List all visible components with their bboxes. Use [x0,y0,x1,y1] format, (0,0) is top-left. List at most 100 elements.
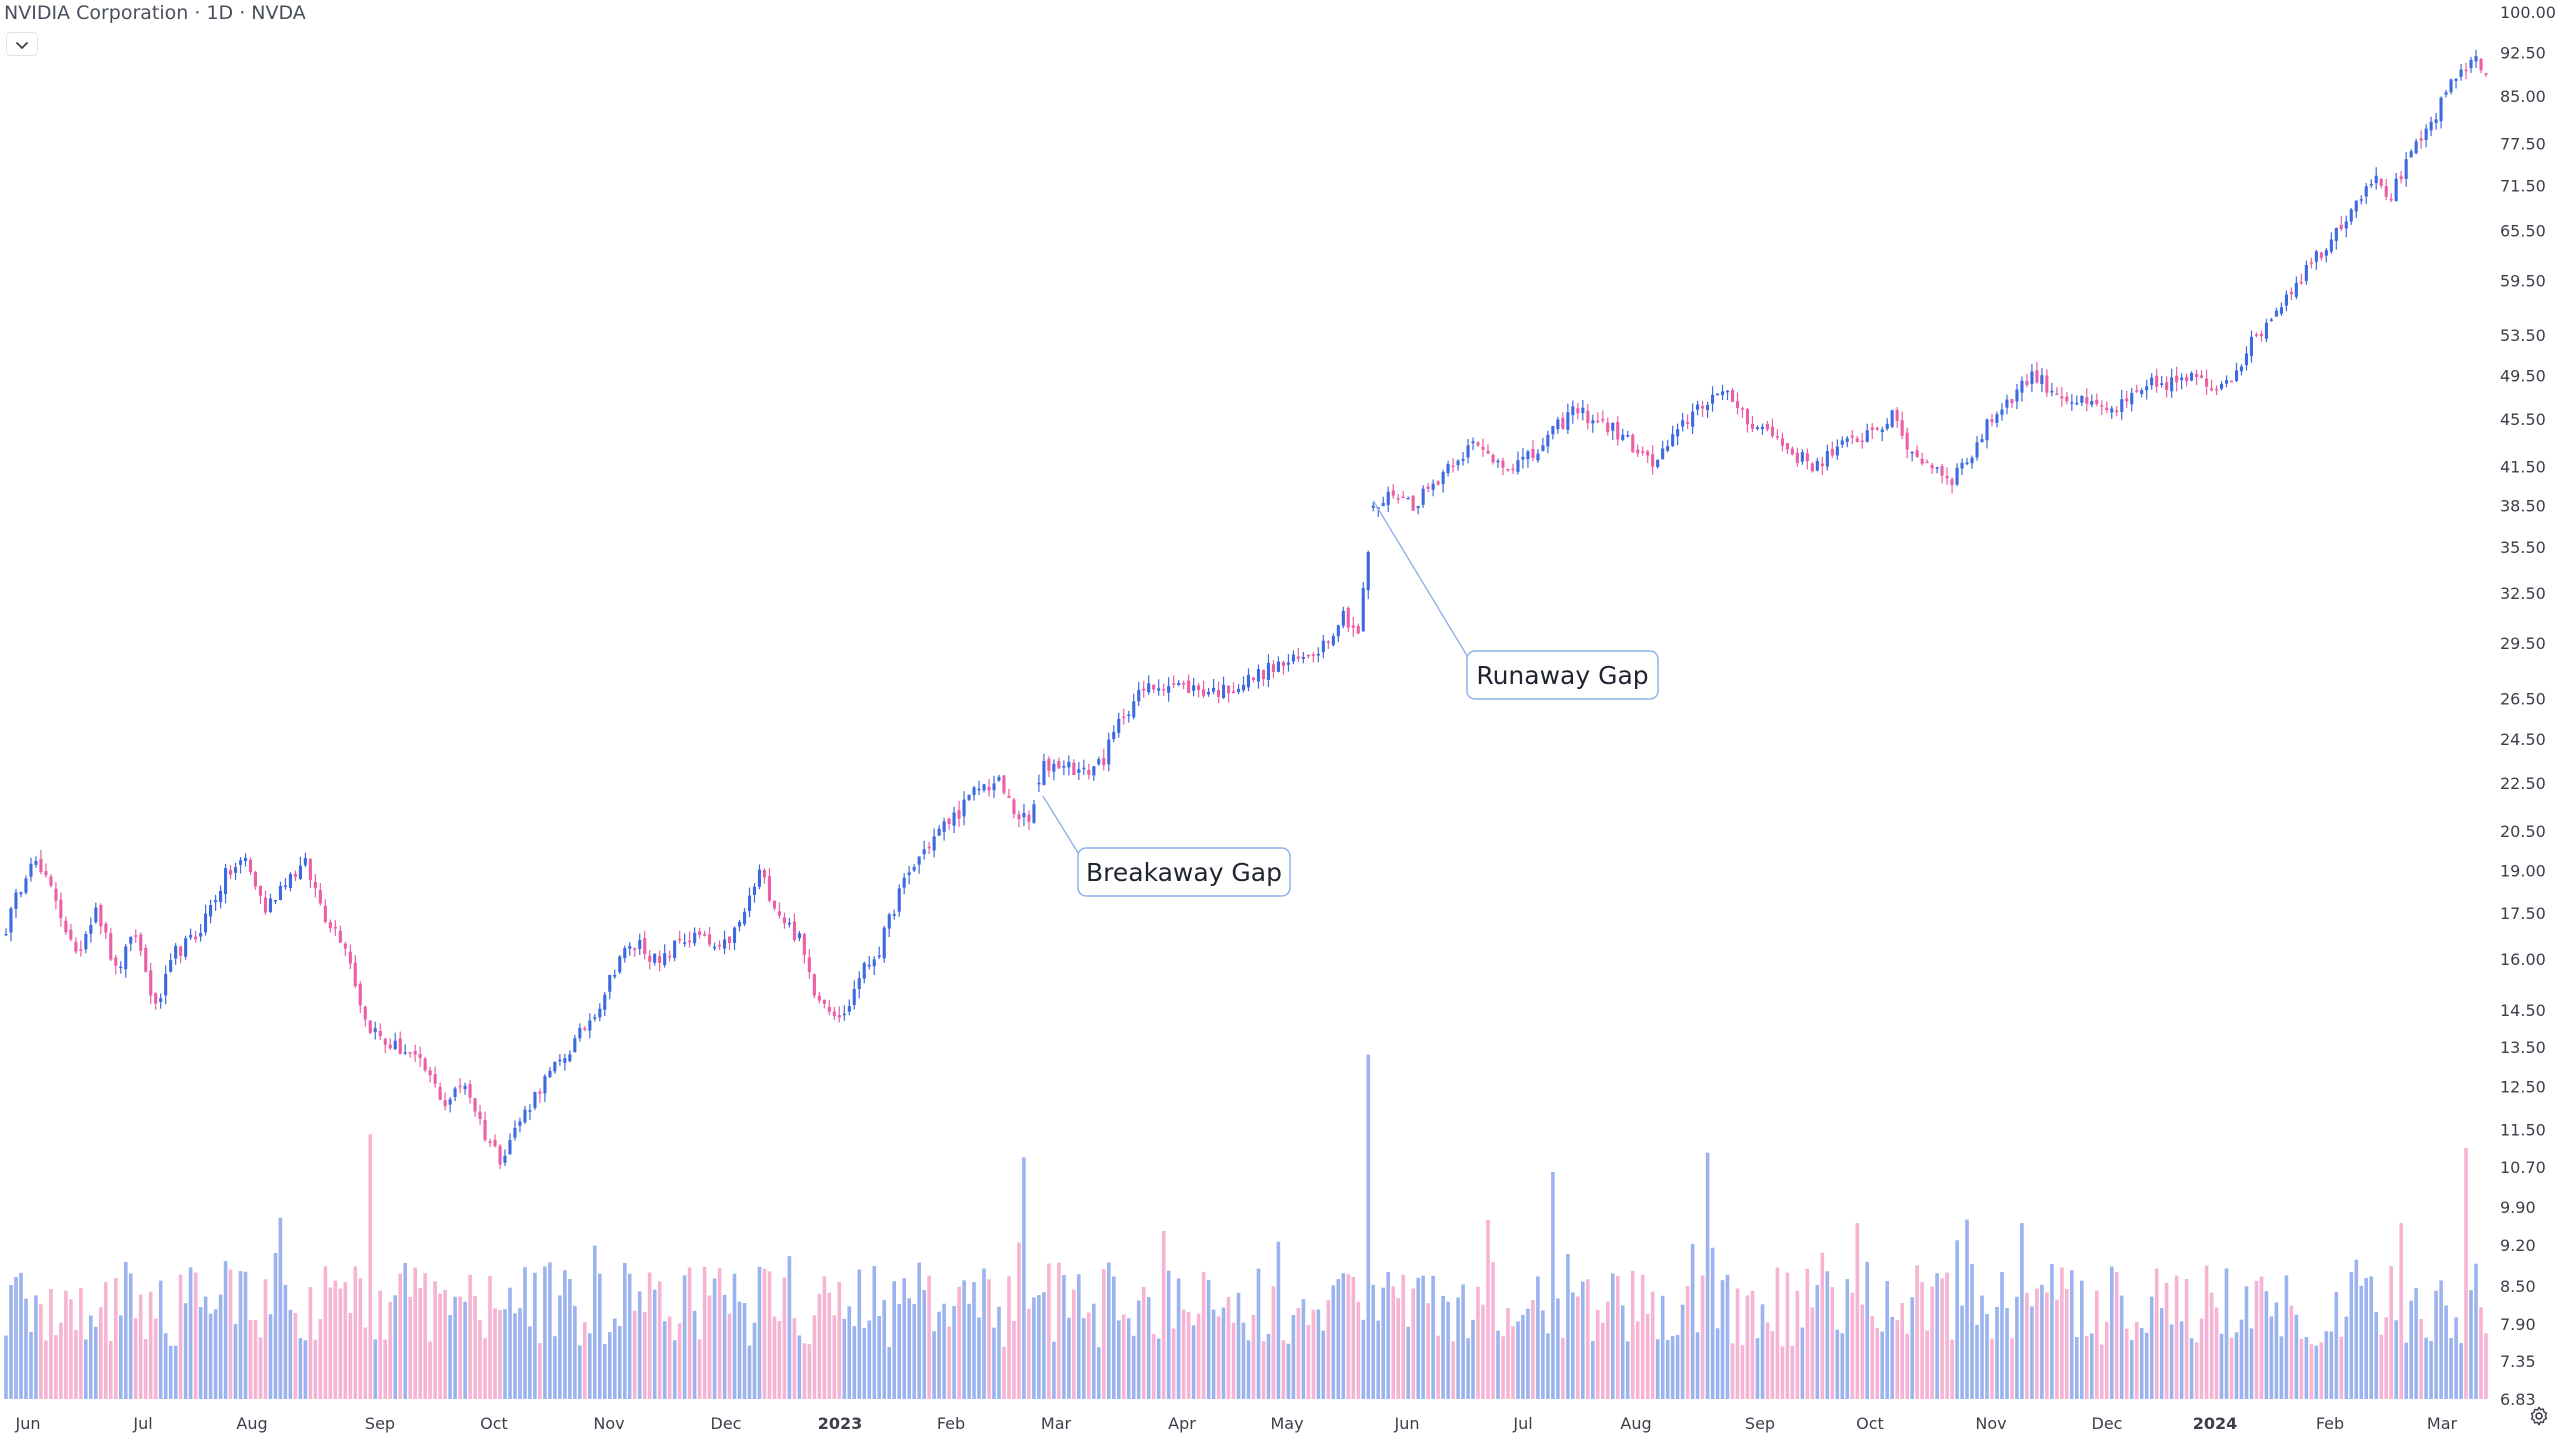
volume-bar [952,1306,956,1399]
candle [2150,373,2154,390]
candle [1865,423,1869,443]
volume-bar [992,1327,996,1399]
candle [653,953,657,966]
candle [957,800,961,827]
volume-bar [1795,1290,1800,1399]
candle [318,883,322,906]
candle [1671,425,1675,447]
volume-bar [1126,1318,1131,1399]
volume-bar [263,1279,268,1399]
candle [393,1032,397,1050]
candle [119,961,123,974]
volume-bar [218,1294,223,1399]
legend-toggle-button[interactable] [6,32,38,56]
candle [1566,403,1570,434]
candle [1451,458,1455,473]
volume-bar [558,1295,562,1399]
candle [348,944,352,970]
volume-bar [2239,1319,2244,1399]
y-tick-label: 6.83 [2500,1390,2536,1409]
candle [1820,456,1824,475]
candle [1691,403,1695,434]
x-tick-label: Dec [711,1414,742,1433]
candle [1286,654,1290,672]
candle [2170,368,2174,398]
candle [1750,416,1754,433]
volume-bar [922,1290,926,1399]
candle [548,1067,552,1078]
volume-bar [757,1266,762,1399]
volume-bar [133,1318,138,1399]
volume-bar [513,1313,517,1399]
volume-bar [1531,1300,1535,1399]
candle [1681,413,1685,432]
volume-bar [1765,1322,1770,1399]
candle [149,962,153,1005]
volume-bar [2065,1288,2069,1399]
candle [9,906,13,942]
volume-bar [523,1267,527,1399]
volume-bar [1635,1321,1640,1399]
x-tick-label: Feb [937,1414,965,1433]
volume-bar [2419,1319,2423,1399]
volume-bar [1616,1276,1620,1399]
volume-bar [2284,1275,2289,1399]
x-tick-label: Sep [1745,1414,1775,1433]
candle [1002,775,1006,795]
candle [234,862,238,880]
chart-settings-button[interactable] [2524,1403,2554,1433]
volume-bar [1700,1275,1705,1399]
volume-bar [2169,1324,2174,1399]
breakaway-gap-callout[interactable]: Breakaway Gap [1042,795,1291,897]
y-tick-label: 71.50 [2500,176,2546,195]
candle [847,999,851,1016]
candle [563,1053,567,1071]
volume-bar [2114,1272,2119,1399]
candle [1975,435,1979,461]
volume-bar [148,1291,153,1399]
volume-bar [2414,1288,2418,1399]
volume-bar [1660,1295,1665,1399]
runaway-gap-callout[interactable]: Runaway Gap [1372,500,1659,700]
candle [1251,676,1255,683]
volume-bar [74,1330,78,1399]
candle [388,1038,392,1051]
volume-bar [1012,1321,1016,1399]
volume-bar [543,1266,547,1399]
candle [807,949,811,979]
volume-bar [2129,1340,2134,1399]
volume-bar [792,1318,797,1399]
volume-bar [283,1284,288,1399]
volume-bar [408,1296,412,1399]
candle [114,954,118,975]
volume-bar [2479,1307,2483,1399]
volume-bar [49,1289,53,1399]
volume-bar [772,1316,777,1399]
volume-bar [1221,1307,1226,1399]
volume-bar [2134,1322,2139,1399]
volume-bar [1541,1310,1545,1399]
volume-bar [1870,1315,1874,1399]
candle [1057,757,1061,770]
candle [2394,172,2398,202]
candle [1441,469,1445,493]
volume-bar [498,1310,502,1399]
candle [1990,413,1994,427]
y-tick-label: 85.00 [2500,87,2546,106]
volume-bar [533,1272,537,1399]
candle [54,882,58,910]
volume-bar [1606,1301,1610,1399]
candle [1192,678,1196,697]
volume-bar [448,1315,452,1399]
volume-bar [627,1273,632,1399]
candle [293,870,297,882]
candle [623,945,627,963]
volume-bar [1156,1338,1161,1399]
volume-bar [168,1345,173,1399]
volume-bar [478,1320,482,1399]
volume-bar [2124,1328,2129,1399]
candle [2299,273,2303,285]
volume-bar [243,1271,248,1399]
